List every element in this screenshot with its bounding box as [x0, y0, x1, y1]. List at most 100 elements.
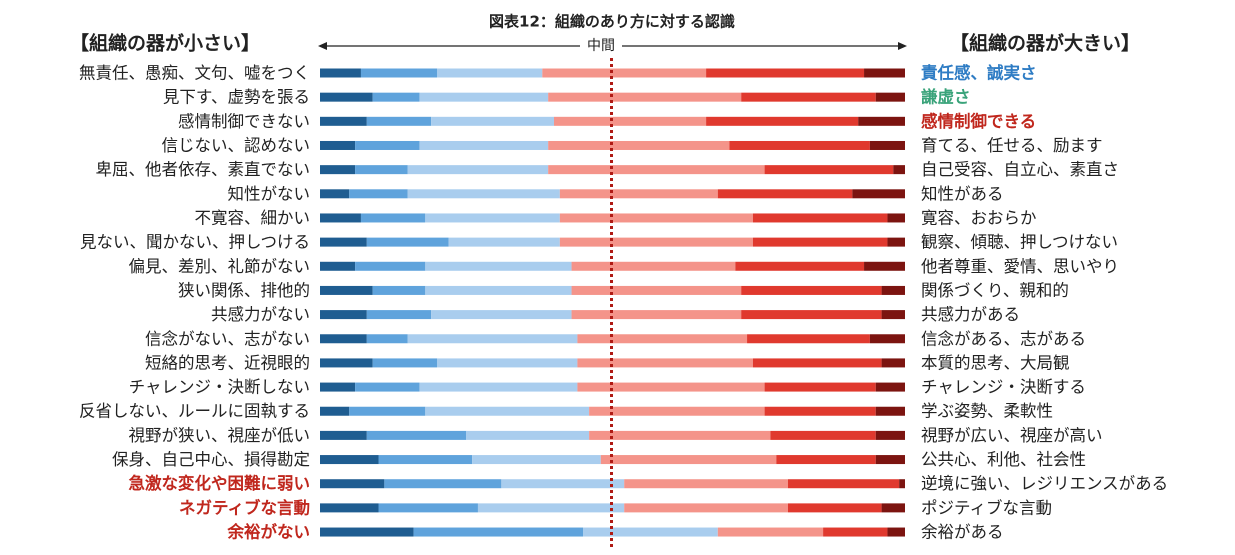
- bar-segment: [466, 430, 590, 440]
- right-label: 共感力がある: [921, 305, 1020, 324]
- bar-segment: [875, 455, 905, 465]
- bar-segment: [881, 285, 905, 295]
- bar-segment: [472, 455, 601, 465]
- bar-segment: [887, 213, 905, 223]
- bar-segment: [741, 285, 882, 295]
- bar-segment: [589, 430, 771, 440]
- bar-segment: [501, 479, 625, 489]
- bar-segment: [852, 189, 905, 199]
- left-label: ネガティブな言動: [179, 497, 310, 517]
- left-label: 卑屈、他者依存、素直でない: [96, 160, 311, 179]
- bar-segment: [407, 334, 578, 344]
- bar-segment: [729, 140, 870, 150]
- bar-segment: [788, 479, 900, 489]
- bar-segment: [548, 165, 765, 175]
- right-header: 【組織の器が大きい】: [950, 32, 1140, 55]
- right-label: 本質的思考、大局観: [921, 353, 1070, 372]
- bar-segment: [571, 310, 742, 320]
- left-label: 偏見、差別、礼節がない: [129, 257, 311, 276]
- bar-segment: [320, 455, 379, 465]
- bar-segment: [875, 382, 905, 392]
- bar-segment: [366, 310, 432, 320]
- bar-segment: [320, 213, 361, 223]
- bar-segment: [366, 116, 432, 126]
- bar-segment: [320, 503, 379, 513]
- bar-segment: [366, 334, 408, 344]
- right-label: 関係づくり、親和的: [921, 281, 1069, 300]
- left-label: 信念がない、志がない: [145, 328, 310, 348]
- bar-segment: [571, 285, 742, 295]
- bar-segment: [764, 165, 894, 175]
- right-label: 寛容、おおらか: [921, 208, 1037, 227]
- bar-segment: [548, 92, 742, 102]
- bar-segment: [320, 479, 385, 489]
- bar-segment: [477, 503, 625, 513]
- bar-segment: [559, 213, 753, 223]
- bar-segment: [372, 285, 426, 295]
- bar-segment: [448, 237, 560, 247]
- bar-segment: [788, 503, 882, 513]
- bar-segment: [752, 213, 888, 223]
- bar-segment: [858, 116, 905, 126]
- bar-segment: [378, 455, 473, 465]
- bar-segment: [407, 165, 549, 175]
- bar-segment: [706, 116, 859, 126]
- left-label: 信じない、認めない: [162, 136, 311, 155]
- bar-segment: [425, 406, 590, 416]
- left-label: 知性がない: [228, 184, 311, 203]
- bar-segment: [887, 527, 905, 537]
- bar-segment: [419, 140, 549, 150]
- bar-segment: [776, 455, 876, 465]
- bar-segment: [624, 479, 788, 489]
- bar-segment: [320, 358, 373, 368]
- left-label: 短絡的思考、近視眼的: [145, 353, 310, 372]
- bar-segment: [764, 382, 876, 392]
- bar-segment: [360, 68, 437, 78]
- bar-segment: [624, 503, 788, 513]
- right-label: 他者尊重、愛情、思いやり: [921, 257, 1119, 276]
- right-label: 育てる、任せる、励ます: [921, 136, 1103, 155]
- bar-segment: [559, 237, 753, 247]
- bar-segment: [372, 92, 420, 102]
- bar-segment: [741, 92, 876, 102]
- bar-segment: [542, 68, 707, 78]
- right-label: 責任感、誠実さ: [921, 63, 1037, 83]
- bar-segment: [320, 116, 367, 126]
- left-label: 見ない、聞かない、押しつける: [80, 233, 310, 252]
- right-label: 知性がある: [921, 184, 1004, 203]
- bar-segment: [320, 68, 361, 78]
- bar-segment: [571, 261, 736, 271]
- left-label: 保身、自己中心、損得勘定: [112, 450, 310, 469]
- bar-segment: [875, 92, 905, 102]
- bar-segment: [320, 92, 373, 102]
- bar-segment: [320, 189, 350, 199]
- bar-segment: [881, 310, 905, 320]
- bar-segment: [320, 527, 414, 537]
- bar-segment: [320, 430, 367, 440]
- bar-segment: [425, 261, 572, 271]
- chart-title: 図表12：組織のあり方に対する認識: [489, 13, 735, 31]
- bar-segment: [320, 140, 356, 150]
- left-label: 余裕がない: [227, 522, 311, 542]
- bar-segment: [320, 310, 367, 320]
- bar-segment: [355, 261, 426, 271]
- bar-segment: [320, 382, 356, 392]
- bar-segment: [864, 68, 905, 78]
- left-label: 感情制御できない: [178, 112, 310, 131]
- bar-segment: [893, 165, 905, 175]
- bar-segment: [717, 527, 824, 537]
- bar-segment: [577, 358, 753, 368]
- bar-segment: [875, 406, 905, 416]
- bar-segment: [320, 406, 350, 416]
- right-label: 自己受容、自立心、素直さ: [921, 160, 1119, 179]
- bar-segment: [320, 165, 356, 175]
- bar-segment: [869, 140, 905, 150]
- bar-segment: [752, 237, 888, 247]
- left-label: 無責任、愚痴、文句、嘘をつく: [79, 64, 310, 83]
- right-label: 謙虚さ: [921, 87, 971, 107]
- left-label: 急激な変化や困難に弱い: [129, 473, 311, 493]
- bar-segment: [589, 406, 765, 416]
- right-label: 余裕がある: [921, 523, 1004, 542]
- bar-segment: [355, 382, 420, 392]
